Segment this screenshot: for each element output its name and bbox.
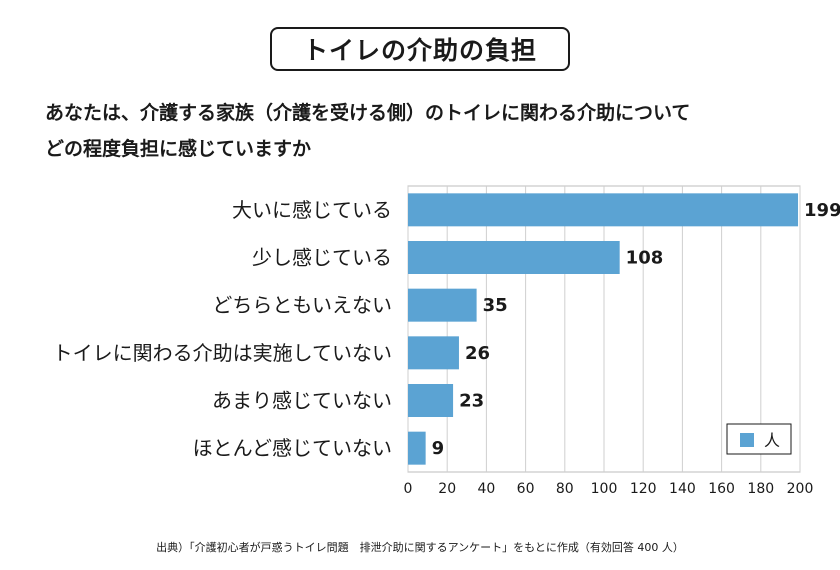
category-label: トイレに関わる介助は実施していない: [53, 341, 392, 365]
data-label: 23: [459, 391, 484, 412]
x-tick-label: 140: [669, 481, 696, 497]
x-tick-label: 100: [591, 481, 618, 497]
category-label: ほとんど感じていない: [193, 436, 392, 460]
x-tick-label: 160: [708, 481, 735, 497]
legend-swatch: [740, 433, 754, 447]
category-label: あまり感じていない: [212, 389, 392, 413]
legend-box: [726, 423, 792, 455]
data-label: 108: [626, 248, 664, 269]
x-tick-label: 80: [556, 481, 574, 497]
category-label: 少し感じている: [252, 246, 392, 270]
bar: [408, 431, 426, 465]
bar: [408, 288, 477, 322]
source-note: 出典）「介護初心者が戸惑うトイレ問題 排泄介助に関するアンケート」をもとに作成（…: [156, 541, 684, 554]
data-label: 26: [465, 343, 490, 364]
category-label: 大いに感じている: [232, 198, 392, 222]
x-tick-label: 20: [438, 481, 456, 497]
bar: [408, 336, 459, 370]
chart-title: トイレの介助の負担: [270, 27, 570, 71]
question-text: あなたは、介護する家族（介護を受ける側）のトイレに関わる介助について どの程度負…: [45, 95, 825, 167]
x-tick-label: 40: [477, 481, 495, 497]
question-line-2: どの程度負担に感じていますか: [45, 138, 312, 160]
data-label: 35: [483, 295, 508, 316]
bar: [408, 193, 799, 227]
data-label: 9: [432, 438, 445, 459]
x-tick-label: 120: [630, 481, 657, 497]
x-tick-label: 200: [787, 481, 814, 497]
x-tick-label: 60: [517, 481, 535, 497]
x-tick-label: 180: [747, 481, 774, 497]
legend-label: 人: [764, 431, 780, 450]
question-line-1: あなたは、介護する家族（介護を受ける側）のトイレに関わる介助について: [45, 102, 691, 124]
bar: [408, 384, 454, 417]
category-label: どちらともいえない: [212, 293, 392, 317]
bar: [408, 241, 620, 274]
x-tick-label: 0: [404, 481, 413, 497]
data-label: 199: [804, 200, 840, 221]
